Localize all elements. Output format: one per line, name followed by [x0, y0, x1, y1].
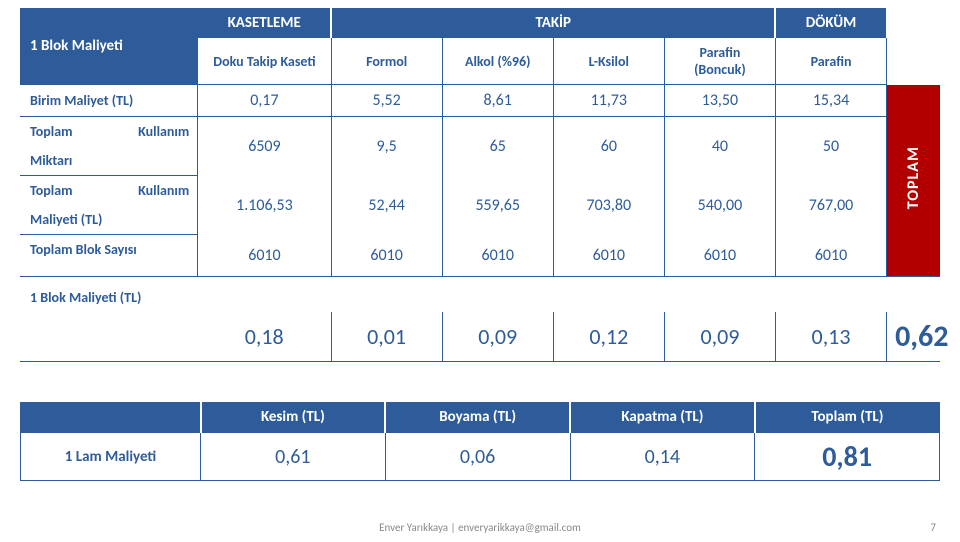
row-blok-sayisi: Toplam Blok Sayısı 6010 6010 6010 6010 6…	[20, 235, 940, 277]
t2-v0: 0,61	[201, 433, 386, 481]
r1-label: Birim Maliyet (TL)	[20, 85, 198, 117]
lam-cost-table: Kesim (TL) Boyama (TL) Kapatma (TL) Topl…	[20, 402, 940, 481]
t2-v1: 0,06	[385, 433, 570, 481]
r4-label: Toplam Blok Sayısı	[20, 235, 198, 277]
res-c3: 0,12	[553, 312, 664, 362]
r3-c3: 703,80	[553, 176, 664, 235]
r3-label-b: Kullanım	[109, 176, 198, 206]
t2-h3: Toplam (TL)	[755, 402, 940, 433]
r4-c5: 6010	[775, 235, 886, 277]
r2-c0: 6509	[198, 117, 331, 176]
r2-label-b: Kullanım	[109, 117, 198, 147]
r4-c0: 6010	[198, 235, 331, 277]
group-takip: TAKİP	[331, 8, 775, 38]
t2-rowlabel: 1 Lam Maliyeti	[21, 433, 201, 481]
col-alkol: Alkol (%96)	[442, 38, 553, 85]
t2-total: 0,81	[755, 433, 940, 481]
r2-c1: 9,5	[331, 117, 442, 176]
toplam-vertical: TOPLAM	[887, 85, 940, 277]
r3-label-a: Toplam	[20, 176, 109, 206]
table1-group-header: 1 Blok Maliyeti KASETLEME TAKİP DÖKÜM	[20, 8, 940, 38]
res-c0: 0,18	[198, 312, 331, 362]
res-c2: 0,09	[442, 312, 553, 362]
r1-c1: 5,52	[331, 85, 442, 117]
col-formol: Formol	[331, 38, 442, 85]
table2-header: Kesim (TL) Boyama (TL) Kapatma (TL) Topl…	[21, 402, 940, 433]
r1-c4: 13,50	[664, 85, 775, 117]
result-label: 1 Blok Maliyeti (TL)	[20, 277, 198, 313]
col-parafin-l2: (Boncuk)	[694, 61, 746, 78]
row-result-label: 1 Blok Maliyeti (TL)	[20, 277, 940, 313]
row-result-values: 0,18 0,01 0,09 0,12 0,09 0,13 0,62	[20, 312, 940, 362]
r1-c5: 15,34	[775, 85, 886, 117]
r1-c0: 0,17	[198, 85, 331, 117]
r3-c2: 559,65	[442, 176, 553, 235]
group-dokum: DÖKÜM	[775, 8, 886, 38]
table1-title: 1 Blok Maliyeti	[20, 8, 198, 85]
col-parafin-l1: Parafin	[699, 44, 740, 61]
col-ksilol: L-Ksilol	[553, 38, 664, 85]
r2-label-a: Toplam	[20, 117, 109, 147]
res-c1: 0,01	[331, 312, 442, 362]
table2-row: 1 Lam Maliyeti 0,61 0,06 0,14 0,81	[21, 433, 940, 481]
footer-credit: Enver Yarıkkaya | enveryarikkaya@gmail.c…	[379, 521, 581, 534]
r3-label2: Maliyeti (TL)	[20, 205, 198, 235]
group-kasetleme: KASETLEME	[198, 8, 331, 38]
t2-h0: Kesim (TL)	[201, 402, 386, 433]
r3-c1: 52,44	[331, 176, 442, 235]
t2-h1: Boyama (TL)	[385, 402, 570, 433]
r2-c5: 50	[775, 117, 886, 176]
t2-corner	[21, 402, 201, 433]
res-c4: 0,09	[664, 312, 775, 362]
r3-c5: 767,00	[775, 176, 886, 235]
t2-h2: Kapatma (TL)	[570, 402, 755, 433]
col-parafin: Parafin	[775, 38, 886, 85]
col-doku: Doku Takip Kaseti	[198, 38, 331, 85]
r4-c3: 6010	[553, 235, 664, 277]
r2-c2: 65	[442, 117, 553, 176]
row-kullanim-maliyeti-a: Toplam Kullanım 1.106,53 52,44 559,65 70…	[20, 176, 940, 206]
r2-c3: 60	[553, 117, 664, 176]
res-total: 0,62	[887, 312, 940, 362]
r1-c2: 8,61	[442, 85, 553, 117]
footer-page: 7	[930, 521, 936, 534]
col-parafin-boncuk: Parafin (Boncuk)	[664, 38, 775, 85]
res-c5: 0,13	[775, 312, 886, 362]
r4-c4: 6010	[664, 235, 775, 277]
r4-c1: 6010	[331, 235, 442, 277]
r3-c4: 540,00	[664, 176, 775, 235]
toplam-label: TOPLAM	[904, 146, 923, 209]
page-footer: Enver Yarıkkaya | enveryarikkaya@gmail.c…	[0, 521, 960, 534]
r1-c3: 11,73	[553, 85, 664, 117]
r3-c0: 1.106,53	[198, 176, 331, 235]
row-birim-maliyet: Birim Maliyet (TL) 0,17 5,52 8,61 11,73 …	[20, 85, 940, 117]
row-kullanim-miktari-a: Toplam Kullanım 6509 9,5 65 60 40 50	[20, 117, 940, 147]
r2-label2: Miktarı	[20, 146, 198, 176]
block-cost-table: 1 Blok Maliyeti KASETLEME TAKİP DÖKÜM Do…	[20, 8, 940, 362]
t2-v2: 0,14	[570, 433, 755, 481]
r4-c2: 6010	[442, 235, 553, 277]
r2-c4: 40	[664, 117, 775, 176]
